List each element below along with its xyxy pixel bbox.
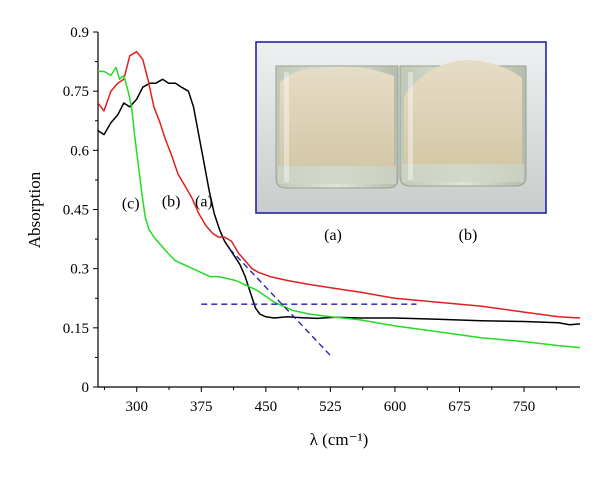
x-tick-label: 300 bbox=[125, 399, 148, 415]
x-tick-label: 525 bbox=[319, 399, 342, 415]
series-group bbox=[97, 50, 581, 349]
x-axis-title: λ (cm⁻¹) bbox=[310, 430, 369, 449]
y-tick-label: 0.9 bbox=[70, 25, 89, 41]
y-tick-label: 0.15 bbox=[63, 321, 89, 337]
sample-jar-b bbox=[399, 60, 527, 187]
inset-photo: (a) (b) bbox=[255, 41, 547, 244]
y-tick-label: 0.45 bbox=[63, 203, 89, 219]
y-tick-label: 0 bbox=[82, 380, 90, 396]
y-axis-title: Absorption bbox=[25, 171, 44, 248]
x-tick-label: 675 bbox=[448, 399, 471, 415]
x-tick-label: 375 bbox=[190, 399, 213, 415]
curve-label-c: (c) bbox=[122, 196, 140, 213]
series-line-c bbox=[98, 66, 581, 349]
guide-lines bbox=[201, 248, 417, 356]
tangent-dashed-guide bbox=[229, 248, 331, 356]
series-line-a bbox=[97, 78, 581, 326]
y-tick-label: 0.75 bbox=[63, 84, 89, 100]
sample-jar-a bbox=[275, 65, 399, 189]
x-tick-label: 750 bbox=[513, 399, 536, 415]
x-tick-label: 600 bbox=[384, 399, 407, 415]
inset-label-a: (a) bbox=[324, 227, 342, 244]
y-tick-label: 0.3 bbox=[70, 262, 89, 278]
curve-annotations: (c) (b) (a) bbox=[122, 194, 213, 213]
y-tick-label: 0.6 bbox=[70, 143, 89, 159]
y-axis-ticks: 0 0.15 0.3 0.45 0.6 0.75 0.9 bbox=[63, 25, 98, 396]
series-line-b bbox=[97, 50, 581, 319]
curve-label-a: (a) bbox=[195, 194, 213, 211]
inset-label-b: (b) bbox=[459, 227, 478, 244]
x-axis-ticks: 300 375 450 525 600 675 750 bbox=[103, 387, 557, 415]
curve-label-b: (b) bbox=[162, 194, 181, 211]
x-tick-label: 450 bbox=[255, 399, 278, 415]
